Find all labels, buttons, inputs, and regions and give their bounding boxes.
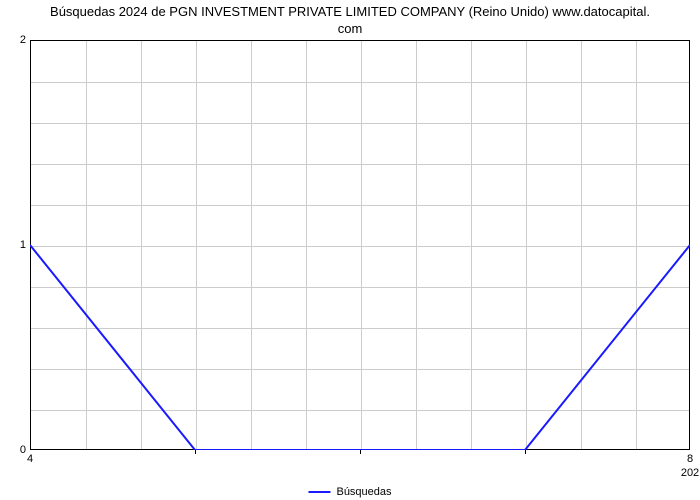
x-tick-0: 4 [27,453,33,465]
x-tick-1: 8 [687,453,693,465]
title-line1: Búsquedas 2024 de PGN INVESTMENT PRIVATE… [0,4,700,21]
title-line2: com [0,21,700,38]
x-minor-tick [195,450,196,454]
chart-title: Búsquedas 2024 de PGN INVESTMENT PRIVATE… [0,0,700,38]
y-tick-2: 2 [20,34,26,46]
chart-container: Búsquedas 2024 de PGN INVESTMENT PRIVATE… [0,0,700,500]
legend-label: Búsquedas [336,486,391,498]
line-series [30,40,690,450]
y-tick-1: 1 [20,239,26,251]
x-minor-tick [360,450,361,454]
y-tick-0: 0 [20,444,26,456]
legend-swatch [308,491,330,493]
x-minor-tick [525,450,526,454]
legend: Búsquedas [308,486,391,498]
x-year-label: 202 [681,467,699,479]
